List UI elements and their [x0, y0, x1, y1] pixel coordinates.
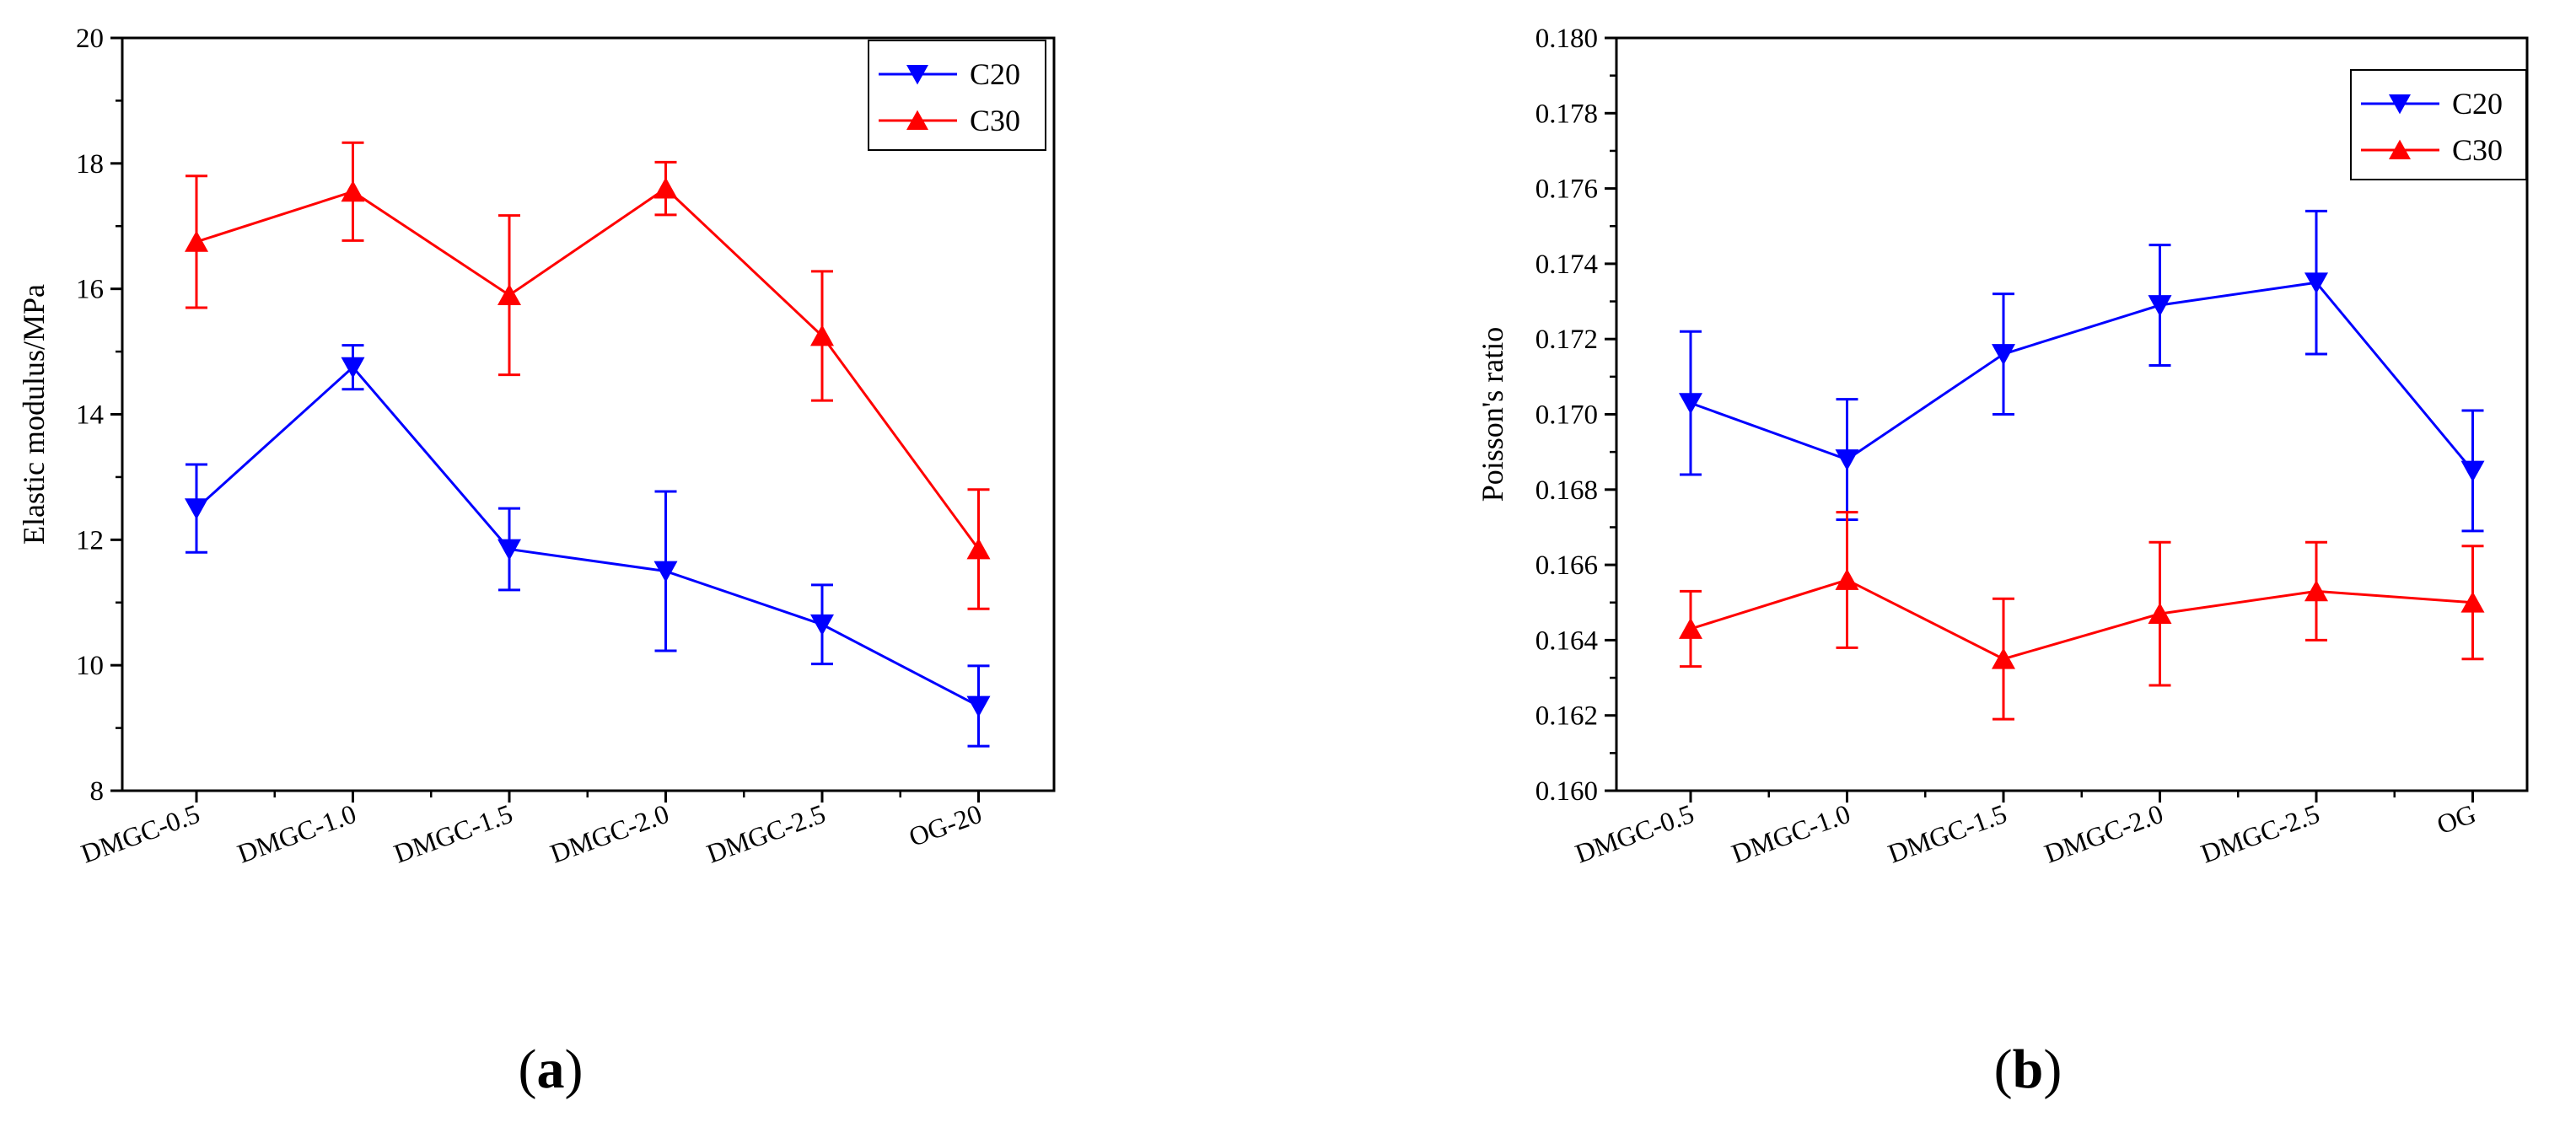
data-point-marker: [2460, 460, 2485, 482]
panel-label-a: (a): [519, 1039, 583, 1100]
y-tick-label: 8: [90, 776, 105, 807]
y-tick-label: 0.180: [1535, 24, 1598, 54]
y-tick-label: 16: [76, 275, 104, 305]
legend-marker: [2389, 94, 2411, 115]
y-tick-label: 0.164: [1535, 625, 1598, 656]
legend-marker: [906, 64, 928, 85]
data-point-marker: [341, 180, 365, 202]
legend-label: C20: [2452, 87, 2503, 121]
y-tick-label: 12: [76, 525, 104, 556]
x-tick-label: DMGC-2.0: [2041, 798, 2167, 869]
data-point-marker: [2148, 295, 2172, 317]
x-tick-label: DMGC-1.0: [234, 798, 360, 869]
data-point-marker: [1679, 617, 1702, 639]
x-tick-label: DMGC-1.0: [1728, 798, 1854, 869]
data-point-marker: [966, 538, 991, 560]
y-tick-label: 0.176: [1535, 174, 1598, 205]
legend-label: C30: [2452, 133, 2503, 167]
data-point-marker: [1835, 568, 1859, 590]
data-point-marker: [185, 230, 208, 252]
x-tick-label: DMGC-0.5: [77, 798, 203, 869]
data-point-marker: [2148, 602, 2172, 625]
data-point-marker: [2304, 272, 2328, 294]
data-point-marker: [2304, 580, 2328, 602]
y-tick-label: 20: [76, 24, 104, 54]
data-point-marker: [810, 325, 834, 346]
legend-label: C20: [970, 57, 1020, 91]
data-point-marker: [1835, 449, 1859, 471]
x-tick-label: OG-20: [905, 798, 986, 852]
series-c30: [1679, 511, 2485, 721]
data-point-marker: [966, 695, 991, 717]
y-tick-label: 0.168: [1535, 475, 1598, 506]
data-point-marker: [497, 539, 521, 561]
data-point-marker: [185, 498, 208, 520]
y-tick-label: 18: [76, 149, 104, 180]
y-axis-title: Poisson's ratio: [1476, 327, 1509, 502]
chart-b-poissons-ratio: 0.160 0.162 0.164 0.166 0.168 0.170 0.172 0.174…: [1476, 24, 2529, 869]
series-line: [195, 365, 980, 707]
y-tick-label: 10: [76, 651, 104, 681]
series-line: [1690, 578, 2473, 661]
x-tick-label: DMGC-1.5: [390, 798, 516, 869]
data-point-marker: [1679, 393, 1702, 415]
panel-label-b: (b): [1994, 1039, 2062, 1100]
series-c30: [185, 141, 991, 610]
data-point-marker: [1992, 647, 2015, 669]
x-tick-label: DMGC-2.5: [2197, 798, 2323, 869]
data-point-marker: [653, 177, 678, 199]
y-tick-label: 14: [76, 400, 104, 431]
data-point-marker: [497, 283, 521, 306]
legend-marker: [906, 110, 928, 131]
data-point-marker: [2460, 591, 2485, 613]
data-point-marker: [653, 561, 678, 582]
x-tick-label: DMGC-1.5: [1884, 798, 2010, 869]
y-tick-label: 0.174: [1535, 250, 1598, 280]
chart-a-elastic-modulus: 8 10 12 14 16 18 20 DMGC-0.5 DMGC-1.0 DMGC-1.5 DMG…: [17, 24, 1056, 869]
x-tick-label: DMGC-2.0: [546, 798, 673, 869]
legend-box: [2350, 69, 2527, 180]
series-c20: [185, 344, 991, 748]
legend-marker: [2389, 139, 2411, 160]
y-tick-label: 0.166: [1535, 550, 1598, 581]
legend-box: [868, 40, 1046, 151]
x-tick-label: DMGC-0.5: [1571, 798, 1697, 869]
y-tick-label: 0.170: [1535, 400, 1598, 431]
y-tick-label: 0.160: [1535, 776, 1598, 807]
y-axis-title: Elastic modulus/MPa: [17, 284, 51, 545]
y-tick-label: 0.172: [1535, 325, 1598, 355]
series-c20: [1679, 209, 2485, 533]
y-tick-label: 0.178: [1535, 99, 1598, 129]
data-point-marker: [1992, 344, 2015, 366]
series-line: [196, 186, 980, 550]
legend-label: C30: [970, 104, 1020, 137]
data-point-marker: [810, 614, 834, 636]
series-line: [1690, 281, 2474, 472]
x-tick-label: DMGC-2.5: [702, 798, 829, 869]
y-tick-label: 0.162: [1535, 701, 1598, 732]
x-tick-label: OG: [2433, 798, 2480, 840]
data-point-marker: [341, 357, 365, 378]
